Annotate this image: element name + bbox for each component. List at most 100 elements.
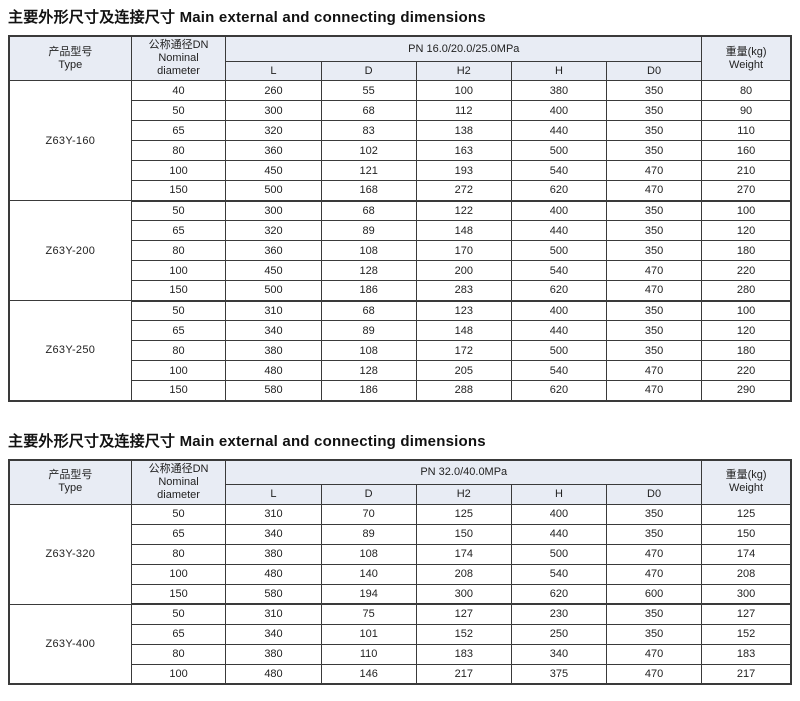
table-row: Z63Y-400 50 310 75 127 230 350 127 <box>8 603 792 685</box>
dimension-value-cell: 300 <box>225 100 322 121</box>
dimension-value-cell: 250 <box>510 623 607 645</box>
dimension-value-cell: 400 <box>510 200 607 221</box>
dimension-value-cell: 470 <box>605 360 703 381</box>
dimension-value-cell: 400 <box>510 503 607 525</box>
dimension-value-cell: 110 <box>701 120 792 141</box>
dimension-value-cell: 112 <box>415 100 512 121</box>
table-row: Z63Y-200 50 300 68 122 400 350 100 <box>8 200 792 301</box>
column-header-dn-zh: 公称通径DN <box>148 462 209 475</box>
dimension-value-cell: 350 <box>605 623 703 645</box>
dimension-value-cell: 480 <box>225 663 322 685</box>
table-body: Z63Y-160 40 260 55 100 380 350 80 50 300 68 112 400 3… <box>8 80 792 402</box>
dimension-value-cell: 400 <box>510 100 607 121</box>
table-row: 100 450 121 193 540 470 210 <box>9 160 792 181</box>
dimension-value-cell: 350 <box>605 523 703 545</box>
dimension-value-cell: 320 <box>225 120 322 141</box>
dimension-value-cell: 122 <box>415 200 512 221</box>
dimension-value-cell: 208 <box>415 563 512 585</box>
dimension-value-cell: 300 <box>701 583 792 605</box>
dimension-value-cell: 340 <box>510 643 607 665</box>
dimension-value-cell: 100 <box>415 80 512 101</box>
dimension-value-cell: 500 <box>510 340 607 361</box>
column-header-L: L <box>225 484 322 505</box>
dn-cell: 80 <box>130 140 227 161</box>
dimension-value-cell: 180 <box>701 240 792 261</box>
dimension-value-cell: 128 <box>320 360 417 381</box>
dn-cell: 50 <box>130 100 227 121</box>
section-pn32-40: 主要外形尺寸及连接尺寸 Main external and connecting… <box>8 402 792 685</box>
dn-cell: 150 <box>130 280 227 302</box>
dimension-value-cell: 440 <box>510 523 607 545</box>
dn-cell: 50 <box>130 200 227 221</box>
dimension-value-cell: 200 <box>415 260 512 281</box>
dimension-value-cell: 270 <box>701 180 792 202</box>
dimension-value-cell: 340 <box>225 623 322 645</box>
column-header-D: D <box>320 60 417 82</box>
product-type-cell: Z63Y-250 <box>8 300 132 401</box>
dimension-value-cell: 620 <box>510 583 607 605</box>
column-header-L: L <box>225 60 322 82</box>
column-header-weight-en: Weight <box>729 58 764 71</box>
table-row: 80 360 108 170 500 350 180 <box>9 240 792 261</box>
dimension-value-cell: 470 <box>605 563 703 585</box>
dimension-value-cell: 350 <box>605 320 703 341</box>
dimension-value-cell: 210 <box>701 160 792 181</box>
dimensions-table-pn16-25: 产品型号 Type 公称通径DN Nominal diameter PN 16.… <box>8 35 792 402</box>
dimension-value-cell: 217 <box>415 663 512 685</box>
dimension-value-cell: 340 <box>225 523 322 545</box>
dimension-value-cell: 194 <box>320 583 417 605</box>
dimension-value-cell: 163 <box>415 140 512 161</box>
dimension-value-cell: 350 <box>605 340 703 361</box>
table-header: 产品型号 Type 公称通径DN Nominal diameter PN 16.… <box>8 35 792 82</box>
dimension-value-cell: 220 <box>701 360 792 381</box>
table-row: 65 340 89 148 440 350 120 <box>9 320 792 341</box>
column-header-weight: 重量(kg) Weight <box>701 35 792 81</box>
dimension-value-cell: 100 <box>701 200 792 221</box>
dimension-value-cell: 89 <box>320 220 417 241</box>
dimension-value-cell: 470 <box>605 180 703 202</box>
table-row: 80 380 108 174 500 470 174 <box>9 543 792 565</box>
dn-cell: 80 <box>130 240 227 261</box>
product-type-cell: Z63Y-320 <box>8 503 132 605</box>
column-header-weight-en: Weight <box>729 482 764 494</box>
dn-cell: 80 <box>130 543 227 565</box>
column-header-weight-zh: 重量(kg) <box>725 45 767 58</box>
dimension-value-cell: 123 <box>415 300 512 321</box>
dimension-value-cell: 183 <box>701 643 792 665</box>
dimension-value-cell: 470 <box>605 543 703 565</box>
product-type-cell: Z63Y-200 <box>8 200 132 301</box>
dimension-value-cell: 205 <box>415 360 512 381</box>
dimension-value-cell: 108 <box>320 543 417 565</box>
dimension-value-cell: 340 <box>225 320 322 341</box>
column-header-type: 产品型号 Type <box>8 459 132 505</box>
column-header-pn-rating: PN 16.0/20.0/25.0MPa <box>225 35 703 62</box>
column-header-type-en: Type <box>58 58 83 71</box>
column-header-dn-en2: diameter <box>157 65 200 77</box>
column-header-type-zh: 产品型号 <box>48 45 93 58</box>
table-row: Z63Y-160 40 260 55 100 380 350 80 <box>8 80 792 201</box>
dimension-value-cell: 470 <box>605 643 703 665</box>
dimension-value-cell: 55 <box>320 80 417 101</box>
dimension-value-cell: 125 <box>415 503 512 525</box>
dimension-value-cell: 350 <box>605 300 703 321</box>
dimension-value-cell: 160 <box>701 140 792 161</box>
table-header: 产品型号 Type 公称通径DN Nominal diameter PN 32.… <box>8 458 792 505</box>
dimension-value-cell: 172 <box>415 340 512 361</box>
table-row: 100 480 140 208 540 470 208 <box>9 563 792 585</box>
dimension-value-cell: 450 <box>225 160 322 181</box>
dimension-value-cell: 150 <box>415 523 512 545</box>
column-header-pn-rating: PN 32.0/40.0MPa <box>225 458 703 486</box>
table-row: 65 340 89 150 440 350 150 <box>9 523 792 545</box>
table-row: 100 480 146 217 375 470 217 <box>9 663 792 685</box>
table-row: 150 580 194 300 620 600 300 <box>9 583 792 605</box>
dimension-value-cell: 90 <box>701 100 792 121</box>
dimension-value-cell: 540 <box>510 260 607 281</box>
dn-cell: 50 <box>130 300 227 321</box>
dimension-value-cell: 168 <box>320 180 417 202</box>
column-header-D: D <box>320 484 417 505</box>
dimension-value-cell: 300 <box>415 583 512 605</box>
dimension-value-cell: 450 <box>225 260 322 281</box>
dimension-value-cell: 283 <box>415 280 512 302</box>
column-header-dn: 公称通径DN Nominal diameter <box>130 35 227 81</box>
